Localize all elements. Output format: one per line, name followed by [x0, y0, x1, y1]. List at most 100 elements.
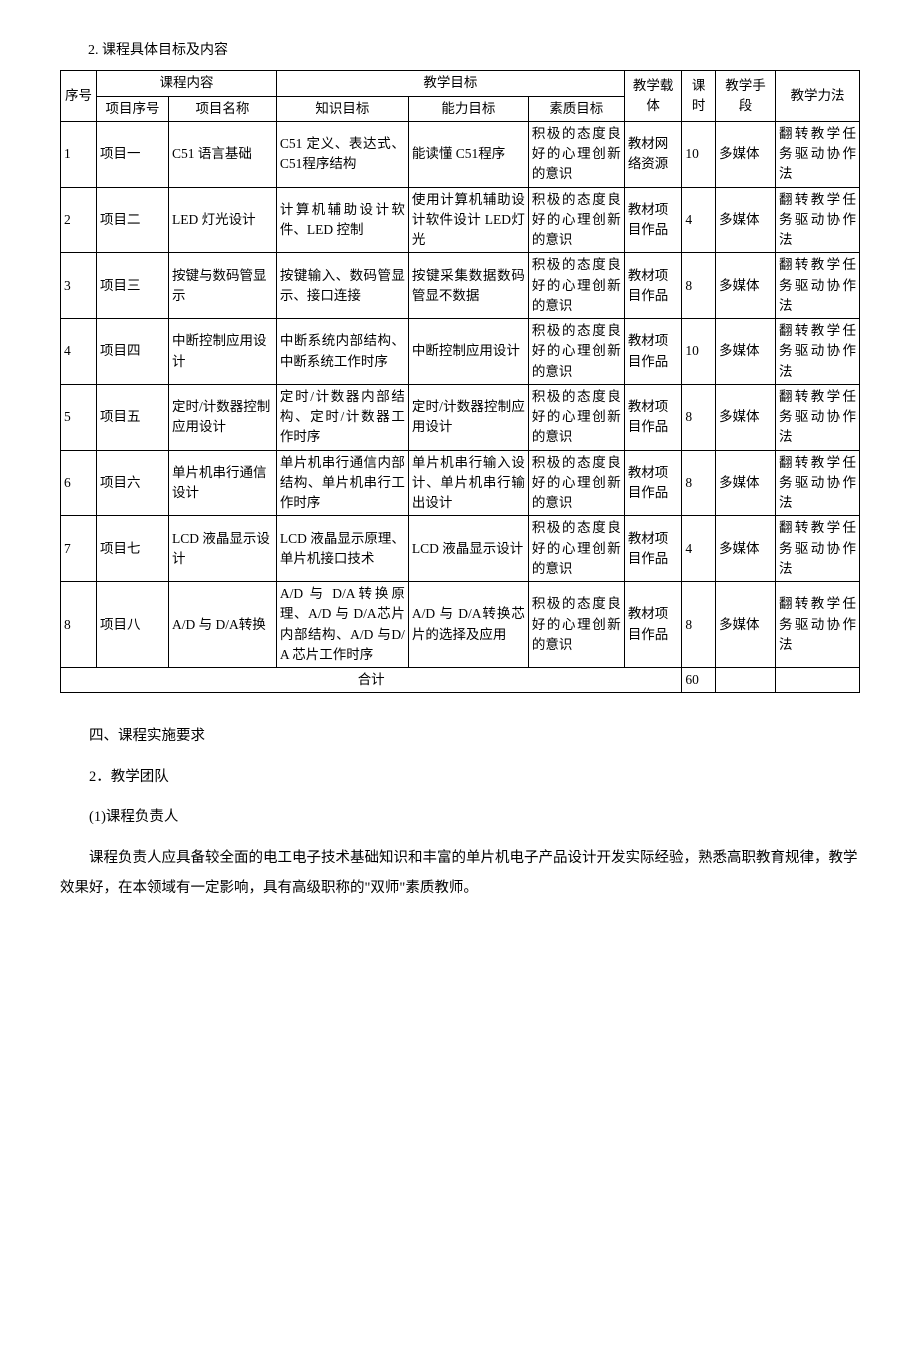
cell-knowledge: 中断系统内部结构、中断系统工作时序	[276, 319, 408, 385]
cell-carrier: 教材项目作品	[624, 516, 682, 582]
cell-hours: 10	[682, 121, 716, 187]
table-row: 1 项目一 C51 语言基础 C51 定义、表达式、C51程序结构 能读懂 C5…	[61, 121, 860, 187]
th-method: 教学力法	[775, 71, 859, 122]
cell-hours: 10	[682, 319, 716, 385]
cell-projname: 定时/计数器控制应用设计	[168, 384, 276, 450]
cell-projno: 项目一	[96, 121, 168, 187]
total-empty	[775, 668, 859, 693]
th-hours: 课时	[682, 71, 716, 122]
cell-knowledge: 单片机串行通信内部结构、单片机串行工作时序	[276, 450, 408, 516]
cell-method: 翻转教学任务驱动协作法	[775, 253, 859, 319]
cell-knowledge: LCD 液晶显示原理、单片机接口技术	[276, 516, 408, 582]
cell-projno: 项目四	[96, 319, 168, 385]
cell-seq: 1	[61, 121, 97, 187]
total-row: 合计 60	[61, 668, 860, 693]
cell-seq: 6	[61, 450, 97, 516]
cell-ability: A/D 与 D/A转换芯片的选择及应用	[408, 582, 528, 668]
heading-sub-2a: (1)课程负责人	[60, 802, 860, 832]
cell-projno: 项目七	[96, 516, 168, 582]
cell-seq: 8	[61, 582, 97, 668]
th-projno: 项目序号	[96, 96, 168, 121]
table-row: 3 项目三 按键与数码管显示 按键输入、数码管显示、接口连接 按键采集数据数码管…	[61, 253, 860, 319]
cell-method: 翻转教学任务驱动协作法	[775, 121, 859, 187]
cell-projno: 项目八	[96, 582, 168, 668]
cell-projname: 按键与数码管显示	[168, 253, 276, 319]
cell-ability: 中断控制应用设计	[408, 319, 528, 385]
cell-projname: 中断控制应用设计	[168, 319, 276, 385]
cell-carrier: 教材网络资源	[624, 121, 682, 187]
cell-knowledge: 定时/计数器内部结构、定时/计数器工作时序	[276, 384, 408, 450]
cell-ability: 按键采集数据数码管显不数据	[408, 253, 528, 319]
cell-means: 多媒体	[715, 319, 775, 385]
cell-method: 翻转教学任务驱动协作法	[775, 582, 859, 668]
cell-seq: 4	[61, 319, 97, 385]
heading-section-4: 四、课程实施要求	[60, 721, 860, 751]
table-row: 6 项目六 单片机串行通信设计 单片机串行通信内部结构、单片机串行工作时序 单片…	[61, 450, 860, 516]
cell-means: 多媒体	[715, 253, 775, 319]
table-row: 5 项目五 定时/计数器控制应用设计 定时/计数器内部结构、定时/计数器工作时序…	[61, 384, 860, 450]
cell-quality: 积极的态度良好的心理创新的意识	[528, 253, 624, 319]
cell-carrier: 教材项目作品	[624, 253, 682, 319]
cell-knowledge: 计算机辅助设计软件、LED 控制	[276, 187, 408, 253]
cell-projno: 项目五	[96, 384, 168, 450]
cell-hours: 8	[682, 253, 716, 319]
cell-projno: 项目六	[96, 450, 168, 516]
cell-hours: 4	[682, 187, 716, 253]
cell-means: 多媒体	[715, 384, 775, 450]
cell-knowledge: A/D 与 D/A转换原理、A/D 与 D/A芯片内部结构、A/D 与D/A 芯…	[276, 582, 408, 668]
cell-carrier: 教材项目作品	[624, 450, 682, 516]
cell-means: 多媒体	[715, 516, 775, 582]
cell-ability: LCD 液晶显示设计	[408, 516, 528, 582]
th-ability: 能力目标	[408, 96, 528, 121]
cell-seq: 5	[61, 384, 97, 450]
cell-carrier: 教材项目作品	[624, 187, 682, 253]
course-table: 序号 课程内容 教学目标 教学载体 课时 教学手段 教学力法 项目序号 项目名称…	[60, 70, 860, 693]
cell-knowledge: C51 定义、表达式、C51程序结构	[276, 121, 408, 187]
cell-method: 翻转教学任务驱动协作法	[775, 516, 859, 582]
cell-projname: LED 灯光设计	[168, 187, 276, 253]
cell-means: 多媒体	[715, 450, 775, 516]
cell-method: 翻转教学任务驱动协作法	[775, 384, 859, 450]
cell-projno: 项目三	[96, 253, 168, 319]
th-carrier: 教学载体	[624, 71, 682, 122]
cell-means: 多媒体	[715, 187, 775, 253]
cell-seq: 2	[61, 187, 97, 253]
cell-projname: A/D 与 D/A转换	[168, 582, 276, 668]
table-row: 2 项目二 LED 灯光设计 计算机辅助设计软件、LED 控制 使用计算机辅助设…	[61, 187, 860, 253]
header-row-1: 序号 课程内容 教学目标 教学载体 课时 教学手段 教学力法	[61, 71, 860, 96]
th-projname: 项目名称	[168, 96, 276, 121]
cell-carrier: 教材项目作品	[624, 582, 682, 668]
total-hours: 60	[682, 668, 716, 693]
cell-carrier: 教材项目作品	[624, 384, 682, 450]
cell-ability: 定时/计数器控制应用设计	[408, 384, 528, 450]
th-seq: 序号	[61, 71, 97, 122]
cell-knowledge: 按键输入、数码管显示、接口连接	[276, 253, 408, 319]
cell-projname: C51 语言基础	[168, 121, 276, 187]
th-course-content: 课程内容	[96, 71, 276, 96]
table-row: 8 项目八 A/D 与 D/A转换 A/D 与 D/A转换原理、A/D 与 D/…	[61, 582, 860, 668]
section-title: 2. 课程具体目标及内容	[60, 40, 860, 62]
th-means: 教学手段	[715, 71, 775, 122]
cell-quality: 积极的态度良好的心理创新的意识	[528, 450, 624, 516]
cell-quality: 积极的态度良好的心理创新的意识	[528, 121, 624, 187]
cell-means: 多媒体	[715, 121, 775, 187]
cell-ability: 能读懂 C51程序	[408, 121, 528, 187]
cell-method: 翻转教学任务驱动协作法	[775, 319, 859, 385]
cell-projname: 单片机串行通信设计	[168, 450, 276, 516]
th-knowledge: 知识目标	[276, 96, 408, 121]
cell-method: 翻转教学任务驱动协作法	[775, 187, 859, 253]
body-text: 四、课程实施要求 2．教学团队 (1)课程负责人 课程负责人应具备较全面的电工电…	[60, 721, 860, 903]
heading-sub-2: 2．教学团队	[60, 762, 860, 792]
cell-hours: 8	[682, 384, 716, 450]
th-teach-goal: 教学目标	[276, 71, 624, 96]
cell-seq: 7	[61, 516, 97, 582]
cell-hours: 8	[682, 582, 716, 668]
cell-quality: 积极的态度良好的心理创新的意识	[528, 516, 624, 582]
total-empty	[715, 668, 775, 693]
cell-method: 翻转教学任务驱动协作法	[775, 450, 859, 516]
cell-ability: 单片机串行输入设计、单片机串行输出设计	[408, 450, 528, 516]
cell-carrier: 教材项目作品	[624, 319, 682, 385]
paragraph-1: 课程负责人应具备较全面的电工电子技术基础知识和丰富的单片机电子产品设计开发实际经…	[60, 843, 860, 904]
cell-quality: 积极的态度良好的心理创新的意识	[528, 582, 624, 668]
total-label: 合计	[61, 668, 682, 693]
